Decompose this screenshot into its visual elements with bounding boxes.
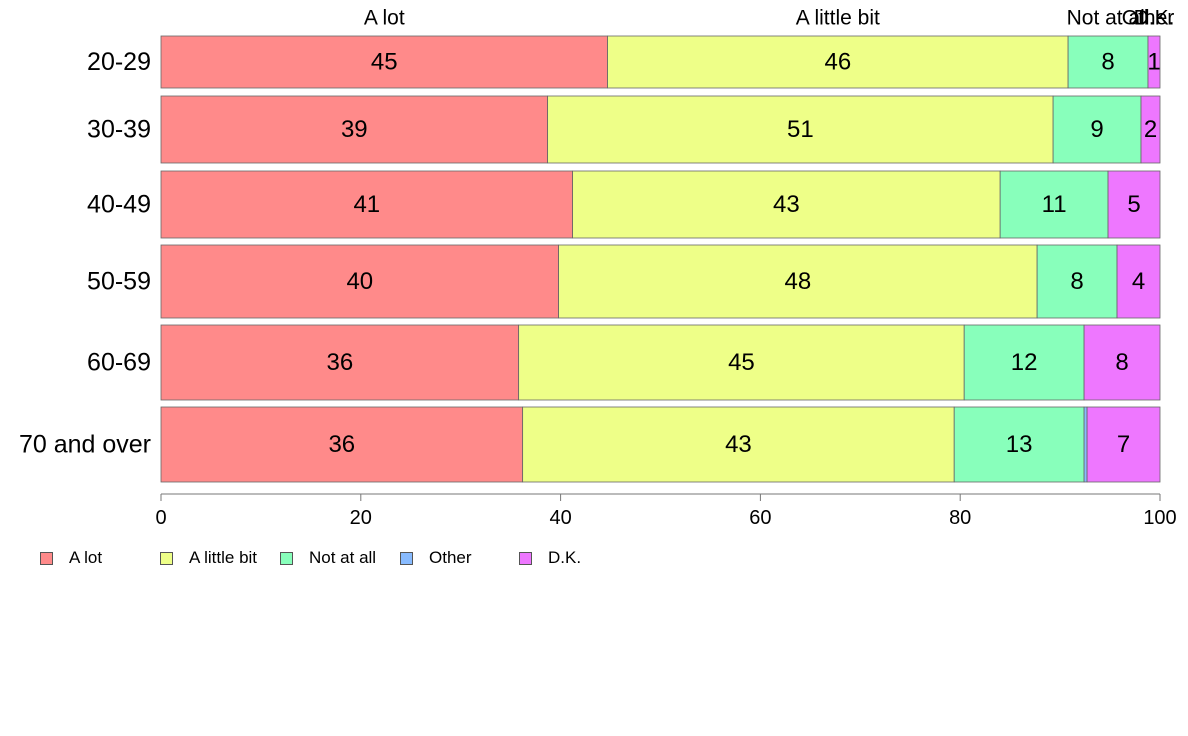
bar-segment — [547, 95, 1054, 164]
legend-item: D.K. — [519, 546, 581, 570]
data-label: 45 — [371, 49, 398, 76]
legend-item: A lot — [40, 546, 102, 570]
data-label: 9 — [1090, 116, 1103, 143]
data-label: 8 — [1115, 349, 1128, 376]
category-label: 50-59 — [87, 268, 151, 296]
bar-segment — [1083, 406, 1088, 483]
x-tick-label: 40 — [549, 507, 571, 529]
top-segment-label: Not at all — [1067, 7, 1150, 30]
data-label: 2 — [1144, 116, 1157, 143]
x-tick-label: 100 — [1143, 507, 1176, 529]
legend-label: Not at all — [309, 548, 377, 567]
bar-segment — [160, 95, 549, 164]
data-label: 8 — [1101, 49, 1114, 76]
bar-segment — [160, 406, 524, 483]
legend-label: A lot — [69, 548, 103, 567]
bars-group: 20-29 45 46 8 1 30-39 39 51 9 2 40-49 41 43 11 5 50-59 4… — [19, 35, 1161, 483]
data-label: 4 — [1132, 268, 1145, 295]
bar-segment — [1052, 95, 1142, 164]
data-label: 7 — [1117, 431, 1130, 458]
bar-segment — [1107, 170, 1161, 239]
bar-segment — [953, 406, 1085, 483]
x-tick-label: 60 — [749, 507, 771, 529]
category-label: 30-39 — [87, 116, 151, 144]
x-tick-label: 80 — [949, 507, 971, 529]
bar-segment — [518, 324, 965, 401]
bar-segment — [1083, 324, 1161, 401]
bar-segment — [160, 324, 520, 401]
data-label: 41 — [353, 191, 380, 218]
bar-segment — [572, 170, 1001, 239]
bar-segment — [1036, 244, 1118, 319]
top-segment-label: D.K. — [1134, 7, 1175, 30]
data-label: 43 — [773, 191, 800, 218]
legend-label: Other — [429, 548, 472, 567]
bar-segment — [1086, 406, 1161, 483]
bar-segment — [1140, 95, 1161, 164]
legend-swatch — [40, 551, 53, 565]
legend-swatch — [519, 551, 532, 565]
bar-segment — [1147, 35, 1161, 89]
legend-label: D.K. — [548, 548, 582, 567]
data-label: 39 — [341, 116, 368, 143]
top-segment-label: A little bit — [796, 7, 880, 30]
data-label: 36 — [326, 349, 353, 376]
bar-segment — [160, 35, 608, 89]
data-label: 13 — [1006, 431, 1033, 458]
bar-segment — [963, 324, 1085, 401]
category-label: 70 and over — [19, 431, 151, 459]
data-label: 43 — [725, 431, 752, 458]
x-tick-label: 0 — [155, 507, 166, 529]
bar-segment — [160, 170, 573, 239]
top-segment-label: A lot — [364, 7, 405, 30]
category-label: 40-49 — [87, 191, 151, 219]
category-label: 60-69 — [87, 349, 151, 377]
data-label: 46 — [824, 49, 851, 76]
x-tick-label: 20 — [350, 507, 372, 529]
data-label: 11 — [1042, 191, 1067, 218]
data-label: 1 — [1147, 49, 1160, 76]
x-axis: 0 20 40 60 80 100 — [155, 493, 1177, 529]
legend-swatch — [400, 551, 413, 565]
legend-label: A little bit — [189, 548, 258, 567]
data-label: 51 — [787, 116, 814, 143]
legend-item: Not at all — [280, 546, 376, 570]
bar-segment — [1067, 35, 1149, 89]
bar-segment — [522, 406, 955, 483]
data-label: 8 — [1070, 268, 1083, 295]
legend: A lot A little bit Not at all Other D.K. — [0, 546, 1188, 570]
top-segment-label: Other — [1122, 7, 1175, 30]
bar-segment — [558, 244, 1038, 319]
data-label: 12 — [1011, 349, 1038, 376]
bar-segment — [160, 244, 560, 319]
data-label: 48 — [785, 268, 812, 295]
legend-item: A little bit — [160, 546, 257, 570]
bar-segment — [1116, 244, 1161, 319]
data-label: 36 — [328, 431, 355, 458]
data-label: 45 — [728, 349, 755, 376]
legend-swatch — [160, 551, 173, 565]
legend-item: Other — [400, 546, 472, 570]
data-label: 40 — [346, 268, 373, 295]
data-label: 5 — [1127, 191, 1140, 218]
category-label: 20-29 — [87, 48, 151, 76]
legend-swatch — [280, 551, 293, 565]
bar-segment — [999, 170, 1109, 239]
